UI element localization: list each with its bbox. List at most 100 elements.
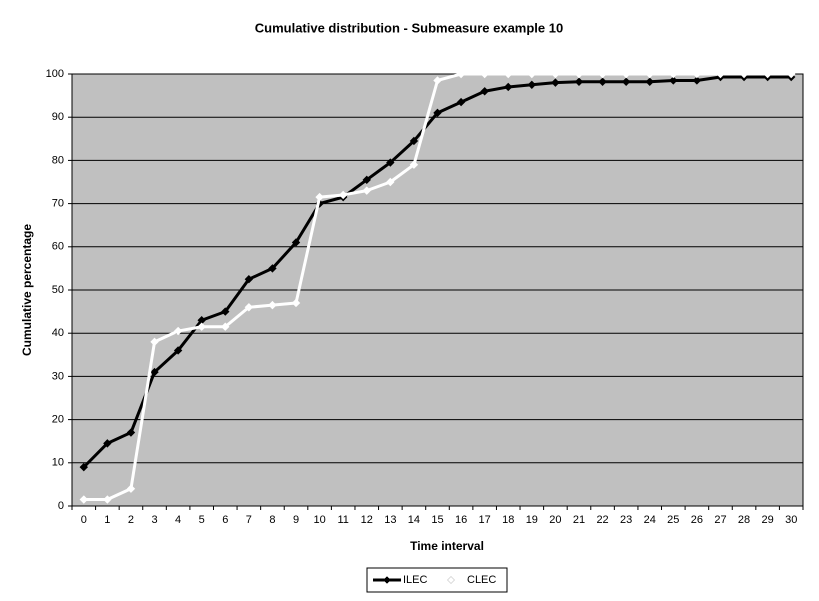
marker [551,69,560,79]
y-tick-label: 100 [46,68,64,80]
x-tick-label: 23 [620,514,632,526]
x-tick-label: 28 [738,514,750,526]
marker [527,69,537,79]
x-tick-label: 25 [667,514,679,526]
x-tick-label: 5 [199,514,205,526]
legend-marker [447,576,455,584]
marker [386,158,395,167]
marker [456,97,466,107]
marker [244,274,254,284]
x-tick-label: 13 [384,514,396,526]
marker [197,322,206,331]
marker [221,322,230,331]
marker [150,337,159,347]
marker [480,69,489,79]
marker [362,175,371,185]
y-tick-label: 50 [52,284,64,296]
y-tick-label: 10 [52,457,64,469]
y-tick-label: 60 [52,241,64,253]
marker [173,346,183,355]
x-tick-label: 18 [502,514,514,526]
x-tick-label: 22 [596,514,608,526]
y-tick-label: 70 [52,198,64,210]
marker [527,80,537,90]
y-tick-label: 30 [52,370,64,382]
y-tick-label: 90 [52,111,64,123]
chart-title: Cumulative distribution - Submeasure exa… [255,20,563,35]
marker [268,300,277,310]
marker [480,87,489,96]
marker [103,439,112,448]
marker [574,77,584,86]
marker [645,77,654,86]
y-axis-title: Cumulative percentage [20,224,34,356]
marker [291,298,301,308]
legend-marker [383,576,391,584]
marker [244,303,254,312]
marker [621,77,631,86]
x-tick-label: 2 [128,514,134,526]
marker [126,428,136,437]
marker [126,484,136,493]
x-tick-label: 17 [479,514,491,526]
marker [621,69,631,79]
x-tick-label: 11 [337,514,348,526]
marker [504,82,513,92]
marker [598,77,607,86]
marker [79,495,88,504]
x-axis-title: Time interval [410,539,484,553]
marker [173,326,183,336]
marker [739,69,749,79]
marker [763,69,772,79]
x-tick-label: 7 [246,514,252,526]
x-tick-label: 12 [361,514,373,526]
x-tick-label: 26 [691,514,703,526]
marker [504,69,513,79]
marker [787,69,796,79]
marker [692,69,702,79]
marker [338,190,348,200]
marker [268,264,277,273]
marker [291,238,301,247]
y-tick-label: 0 [58,500,64,512]
x-tick-label: 6 [222,514,228,526]
marker [433,76,442,85]
x-tick-label: 21 [573,514,585,526]
x-tick-label: 9 [293,514,299,526]
x-tick-label: 24 [644,514,656,526]
marker [315,192,324,202]
x-tick-label: 30 [785,514,797,526]
legend-label: CLEC [467,574,496,586]
x-tick-label: 27 [714,514,726,526]
marker [669,76,678,85]
marker [692,76,702,85]
x-tick-label: 1 [104,514,110,526]
y-tick-label: 20 [52,414,64,426]
marker [150,367,159,377]
marker [79,462,88,472]
marker [433,108,442,118]
marker [598,69,607,79]
marker [221,307,230,316]
y-tick-label: 80 [52,154,64,166]
x-tick-label: 20 [549,514,561,526]
marker [716,69,725,79]
x-tick-label: 15 [431,514,443,526]
marker [574,69,584,79]
x-tick-label: 14 [408,514,420,526]
x-tick-label: 3 [151,514,157,526]
x-tick-label: 8 [269,514,275,526]
x-tick-label: 29 [762,514,774,526]
marker [456,69,466,79]
plot-border [71,73,804,507]
marker [551,78,560,87]
marker [362,186,371,195]
marker [386,177,395,187]
x-tick-label: 19 [526,514,538,526]
x-tick-label: 16 [455,514,467,526]
x-tick-label: 10 [313,514,325,526]
x-tick-label: 0 [81,514,87,526]
marker [669,69,678,79]
marker [103,495,112,504]
